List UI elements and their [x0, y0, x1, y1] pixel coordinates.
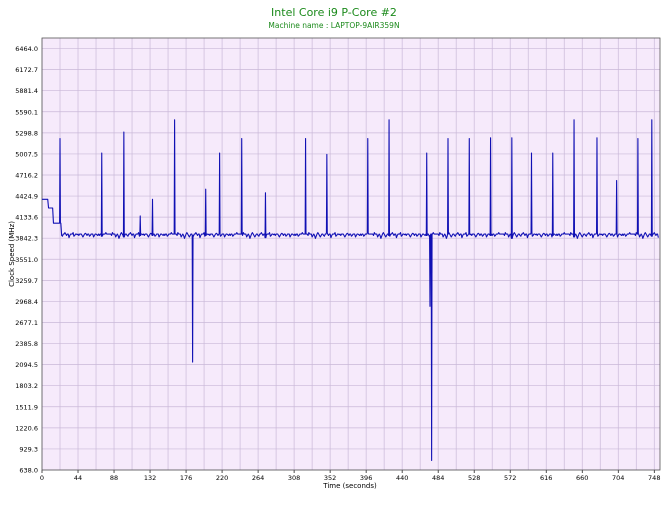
x-tick-label: 88: [110, 474, 118, 482]
x-tick-label: 528: [468, 474, 480, 482]
x-tick-label: 484: [432, 474, 444, 482]
y-tick-label: 3551.0: [15, 256, 38, 264]
x-tick-label: 616: [540, 474, 552, 482]
y-tick-label: 5590.1: [15, 108, 38, 116]
x-axis-label: Time (seconds): [322, 482, 377, 490]
y-tick-label: 5298.8: [15, 129, 38, 137]
plot-border: [41, 37, 661, 471]
series-line-clock-speed: [42, 119, 659, 461]
y-tick-label: 2094.5: [15, 361, 38, 369]
y-tick-label: 6464.0: [15, 45, 38, 53]
x-tick-label: 132: [144, 474, 156, 482]
y-tick-label: 929.3: [19, 445, 38, 453]
y-tick-label: 6172.7: [15, 66, 38, 74]
y-tick-label: 2677.1: [15, 319, 38, 327]
series-layer: [42, 119, 659, 461]
y-tick-label: 638.0: [19, 467, 38, 475]
chart-subtitle: Machine name : LAPTOP-9AIR359N: [268, 21, 399, 30]
x-tick-label: 264: [252, 474, 264, 482]
y-tick-label: 3259.7: [15, 277, 38, 285]
y-tick-label: 3842.3: [15, 235, 38, 243]
y-tick-label: 4133.6: [15, 214, 38, 222]
y-tick-label: 5881.4: [15, 87, 38, 95]
x-tick-label: 176: [180, 474, 192, 482]
y-tick-label: 1803.2: [15, 382, 38, 390]
x-tick-label: 748: [648, 474, 660, 482]
y-tick-label: 4716.2: [15, 171, 38, 179]
x-tick-label: 572: [504, 474, 516, 482]
y-tick-label: 4424.9: [15, 193, 38, 201]
y-tick-label: 1220.6: [15, 424, 38, 432]
x-tick-label: 704: [612, 474, 624, 482]
y-axis-label: Clock Speed (MHz): [8, 221, 16, 287]
y-tick-label: 5007.5: [15, 150, 38, 158]
x-tick-label: 440: [396, 474, 408, 482]
plot-area: [42, 38, 660, 470]
x-tick-label: 660: [576, 474, 588, 482]
x-tick-label: 0: [40, 474, 44, 482]
y-tick-label: 2968.4: [15, 298, 38, 306]
x-tick-label: 352: [324, 474, 336, 482]
grid: [41, 38, 660, 471]
x-tick-label: 308: [288, 474, 300, 482]
x-tick-label: 44: [74, 474, 82, 482]
axes: 638.0 929.3 1220.6 1511.9 1803.2 2094.5 2385.8…: [15, 37, 661, 482]
y-tick-label: 1511.9: [15, 403, 38, 411]
x-tick-label: 396: [360, 474, 372, 482]
y-tick-label: 2385.8: [15, 340, 38, 348]
x-tick-label: 220: [216, 474, 228, 482]
chart-title: Intel Core i9 P-Core #2: [271, 6, 397, 19]
